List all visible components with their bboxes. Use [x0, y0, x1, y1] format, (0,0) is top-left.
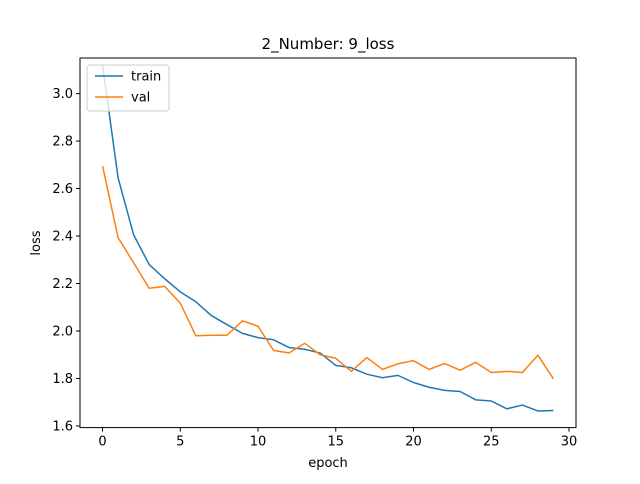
- series-lines: [101, 65, 555, 412]
- legend-label-train: train: [131, 70, 161, 85]
- x-tick-label: 20: [405, 435, 422, 450]
- y-tick-label: 3.0: [52, 87, 73, 102]
- y-tick-label: 2.0: [52, 324, 73, 339]
- y-tick-label: 2.4: [52, 230, 73, 245]
- y-tick-label: 2.8: [52, 135, 73, 150]
- series-line-val: [101, 165, 555, 380]
- legend: train val: [86, 64, 170, 112]
- y-tick-label: 1.8: [52, 372, 73, 387]
- series-line-train: [101, 65, 554, 412]
- y-tick-label: 2.6: [52, 182, 73, 197]
- y-tick-label: 2.2: [52, 277, 73, 292]
- chart-title: 2_Number: 9_loss: [262, 35, 395, 54]
- y-axis-label: loss: [29, 230, 44, 255]
- x-tick-label: 15: [328, 435, 345, 450]
- axis-ticks: 0 5 10 15 20 25 30 1.6 1.8 2.0 2.2 2.4 2.6 2.8 3.0: [52, 87, 577, 449]
- legend-label-val: val: [131, 91, 150, 106]
- plot-frame: [79, 57, 577, 429]
- y-tick-label: 1.6: [52, 419, 73, 434]
- x-tick-label: 25: [483, 435, 500, 450]
- x-axis-label: epoch: [308, 456, 348, 471]
- x-tick-label: 10: [250, 435, 267, 450]
- x-tick-label: 30: [561, 435, 578, 450]
- x-tick-label: 5: [176, 435, 184, 450]
- x-tick-label: 0: [98, 435, 106, 450]
